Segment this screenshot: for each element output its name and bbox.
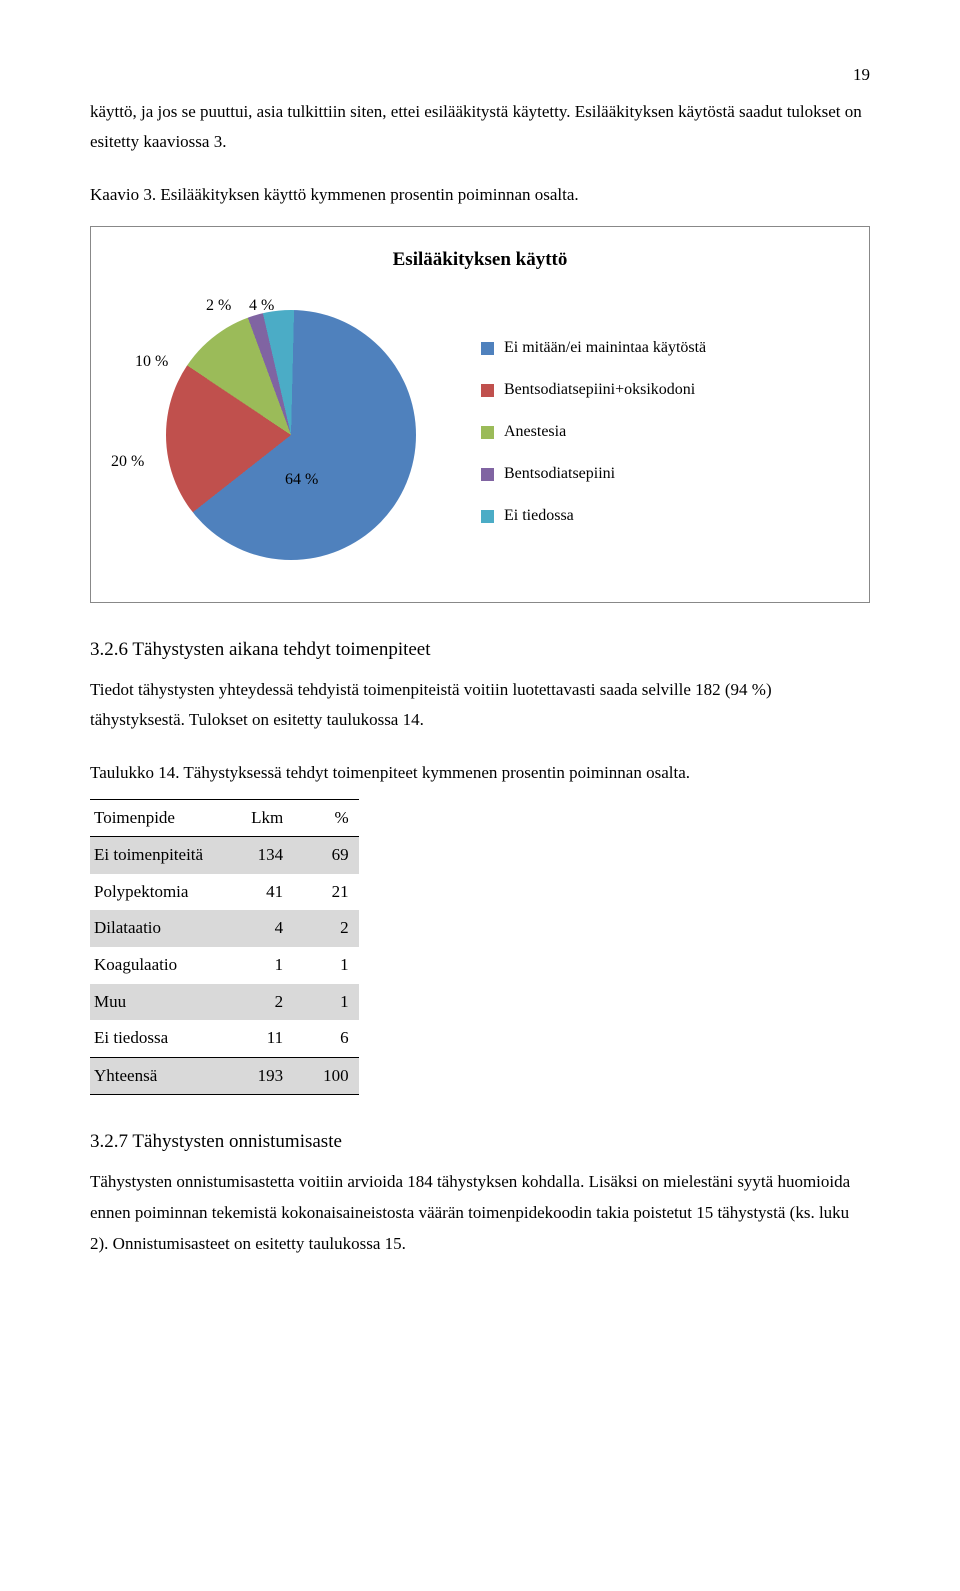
swatch-icon [481,468,494,481]
table-row-total: Yhteensä 193 100 [90,1057,359,1095]
procedures-table: Toimenpide Lkm % Ei toimenpiteitä 134 69… [90,799,359,1096]
swatch-icon [481,384,494,397]
legend-label-3: Bentsodiatsepiini [504,464,615,484]
pie-label-4pct: 4 % [249,292,274,321]
col-header-2: % [293,799,359,837]
chart-caption: Kaavio 3. Esilääkityksen käyttö kymmenen… [90,180,870,211]
table-cell: Ei toimenpiteitä [90,837,221,874]
swatch-icon [481,426,494,439]
table-row: Dilataatio 4 2 [90,910,359,947]
legend-item-0: Ei mitään/ei mainintaa käytöstä [481,338,706,358]
table-cell: Dilataatio [90,910,221,947]
table-row: Muu 2 1 [90,984,359,1021]
section-326-paragraph: Tiedot tähystysten yhteydessä tehdyistä … [90,675,870,736]
pie-label-20pct: 20 % [111,448,144,477]
chart-container: Esilääkityksen käyttö 2 % 4 % 10 % 20 % … [90,226,870,602]
section-heading-326: 3.2.6 Tähystysten aikana tehdyt toimenpi… [90,633,870,667]
legend-label-4: Ei tiedossa [504,506,574,526]
pie-label-10pct: 10 % [135,348,168,377]
table-cell: Koagulaatio [90,947,221,984]
table-cell: 69 [293,837,359,874]
legend-item-2: Anestesia [481,422,706,442]
swatch-icon [481,510,494,523]
table-cell: Polypektomia [90,874,221,911]
table-cell: 1 [221,947,293,984]
legend-label-0: Ei mitään/ei mainintaa käytöstä [504,338,706,358]
table-cell: 1 [293,984,359,1021]
page-number: 19 [90,60,870,91]
pie-chart [166,310,416,560]
legend-item-1: Bentsodiatsepiini+oksikodoni [481,380,706,400]
table-cell: 2 [221,984,293,1021]
table-cell: Muu [90,984,221,1021]
swatch-icon [481,342,494,355]
legend-item-3: Bentsodiatsepiini [481,464,706,484]
table-cell: 6 [293,1020,359,1057]
table-cell: 21 [293,874,359,911]
chart-legend: Ei mitään/ei mainintaa käytöstä Bentsodi… [481,338,706,526]
table-row: Koagulaatio 1 1 [90,947,359,984]
legend-label-2: Anestesia [504,422,566,442]
col-header-1: Lkm [221,799,293,837]
col-header-0: Toimenpide [90,799,221,837]
table-cell: 1 [293,947,359,984]
pie-label-64pct: 64 % [285,466,318,495]
table-cell: 4 [221,910,293,947]
table-row: Ei toimenpiteitä 134 69 [90,837,359,874]
table-header-row: Toimenpide Lkm % [90,799,359,837]
table-row: Polypektomia 41 21 [90,874,359,911]
legend-label-1: Bentsodiatsepiini+oksikodoni [504,380,695,400]
table-caption: Taulukko 14. Tähystyksessä tehdyt toimen… [90,758,870,789]
chart-title: Esilääkityksen käyttö [111,243,849,277]
table-cell: 41 [221,874,293,911]
table-cell: 2 [293,910,359,947]
table-cell: 100 [293,1057,359,1095]
table-row: Ei tiedossa 11 6 [90,1020,359,1057]
section-heading-327: 3.2.7 Tähystysten onnistumisaste [90,1125,870,1159]
section-327-paragraph: Tähystysten onnistumisastetta voitiin ar… [90,1167,870,1259]
table-cell: Yhteensä [90,1057,221,1095]
pie-label-2pct: 2 % [206,292,231,321]
table-cell: 11 [221,1020,293,1057]
intro-paragraph: käyttö, ja jos se puuttui, asia tulkitti… [90,97,870,158]
legend-item-4: Ei tiedossa [481,506,706,526]
table-cell: 134 [221,837,293,874]
table-cell: Ei tiedossa [90,1020,221,1057]
pie-wrap: 2 % 4 % 10 % 20 % 64 % [111,292,451,572]
chart-row: 2 % 4 % 10 % 20 % 64 % Ei mitään/ei main… [111,292,849,572]
table-cell: 193 [221,1057,293,1095]
